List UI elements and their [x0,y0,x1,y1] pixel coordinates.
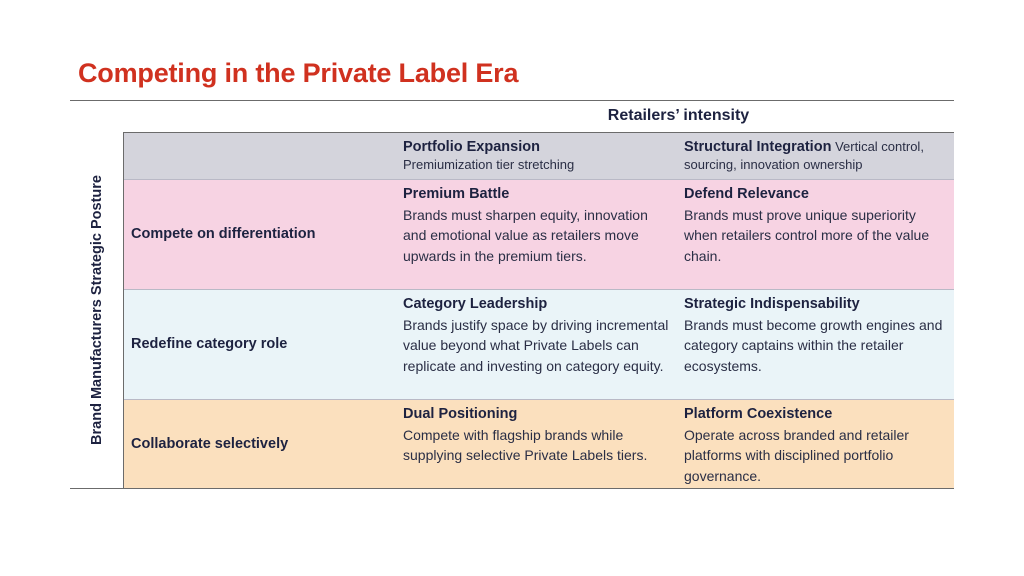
cell-category-leadership: Category Leadership Brands justify space… [403,294,671,376]
cell-title: Strategic Indispensability [684,296,860,312]
row-label-category-role: Redefine category role [131,336,288,352]
row-axis-label: Brand Manufacturers Strategic Posture [89,175,105,445]
cell-title: Premium Battle [403,186,510,202]
column-header-title: Structural Integration [684,139,832,155]
cell-platform-coexistence: Platform Coexistence Operate across bran… [684,404,952,486]
column-header-title: Portfolio Expansion [403,139,540,155]
column-axis-label: Retailers’ intensity [607,107,750,124]
cell-title: Defend Relevance [684,186,809,202]
cell-text: Compete with flagship brands while suppl… [403,426,648,464]
row-band-category-role [124,289,954,399]
bottom-rule [70,488,954,489]
axis-divider [123,132,124,488]
cell-text: Brands justify space by driving incremen… [403,316,669,374]
cell-defend-relevance: Defend Relevance Brands must prove uniqu… [684,184,952,266]
row-band-differentiation [124,179,954,289]
cell-title: Dual Positioning [403,406,518,422]
row-label-collaborate: Collaborate selectively [131,436,289,452]
column-header-subtitle: Premiumization tier stretching [403,157,575,172]
cell-text: Brands must sharpen equity, innovation a… [403,206,648,264]
cell-title: Platform Coexistence [684,406,833,422]
column-header-portfolio-expansion: Portfolio Expansion Premiumization tier … [403,138,671,174]
header-band [124,133,954,179]
column-header-structural-integration: Structural Integration Vertical control,… [684,138,952,174]
row-band-collaborate [124,399,954,488]
header-rule [124,132,954,133]
row-separator [124,399,954,400]
page-title: Competing in the Private Label Era [78,58,519,88]
cell-strategic-indispensability: Strategic Indispensability Brands must b… [684,294,952,376]
cell-text: Brands must become growth engines and ca… [684,316,943,374]
top-rule [70,100,954,101]
row-separator [124,179,954,180]
column-header-subtitle: Vertical control, sourcing, innovation o… [684,139,924,172]
cell-dual-positioning: Dual Positioning Compete with flagship b… [403,404,671,466]
row-separator [124,289,954,290]
row-label-differentiation: Compete on differentiation [131,226,316,242]
cell-premium-battle: Premium Battle Brands must sharpen equit… [403,184,671,266]
cell-text: Operate across branded and retailer plat… [684,426,909,484]
cell-title: Category Leadership [403,296,548,312]
cell-text: Brands must prove unique superiority whe… [684,206,930,264]
row-axis: Brand Manufacturers Strategic Posture [70,132,124,488]
